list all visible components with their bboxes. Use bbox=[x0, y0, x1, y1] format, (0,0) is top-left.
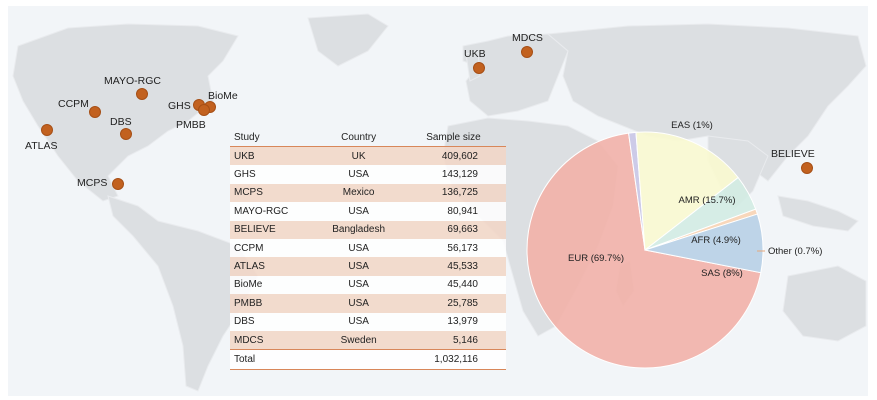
cell-study: BioMe bbox=[234, 279, 263, 291]
cell-country: USA bbox=[348, 316, 369, 328]
site-label-believe: BELIEVE bbox=[771, 148, 815, 160]
site-marker-ukb bbox=[473, 62, 485, 74]
site-marker-believe bbox=[801, 162, 813, 174]
pie-label-eas: EAS (1%) bbox=[671, 120, 713, 131]
table-row: BELIEVE Bangladesh 69,663 bbox=[230, 220, 506, 239]
site-marker-atlas bbox=[41, 124, 53, 136]
total-country bbox=[316, 349, 401, 370]
pie-slice-sas bbox=[644, 213, 764, 274]
pie-slice-amr bbox=[635, 131, 739, 251]
table-row: UKB UK 409,602 bbox=[230, 146, 506, 166]
cell-sample-size: 13,979 bbox=[447, 316, 478, 328]
pie-label-sas: SAS (8%) bbox=[701, 268, 743, 279]
cell-country: USA bbox=[348, 242, 369, 254]
cell-sample-size: 56,173 bbox=[447, 242, 478, 254]
table-row: MCPS Mexico 136,725 bbox=[230, 183, 506, 203]
pie-label-amr: AMR (15.7%) bbox=[678, 195, 735, 206]
cell-study: DBS bbox=[234, 316, 255, 328]
cell-study: CCPM bbox=[234, 242, 264, 254]
table-total-row: Total 1,032,116 bbox=[230, 349, 506, 370]
table-row: MAYO-RGC USA 80,941 bbox=[230, 202, 506, 221]
cell-sample-size: 409,602 bbox=[441, 150, 478, 162]
table-row: DBS USA 13,979 bbox=[230, 312, 506, 331]
site-label-atlas: ATLAS bbox=[25, 140, 58, 152]
header-sample-size: Sample size bbox=[400, 128, 506, 147]
cell-country: UK bbox=[351, 150, 366, 162]
header-study: Study bbox=[230, 128, 317, 147]
site-label-ukb: UKB bbox=[464, 48, 486, 60]
cell-sample-size: 80,941 bbox=[447, 205, 478, 217]
site-marker-mayo-rgc bbox=[136, 88, 148, 100]
total-sample-size: 1,032,116 bbox=[400, 349, 506, 370]
cell-study: MAYO-RGC bbox=[234, 205, 289, 217]
site-marker-mcps bbox=[112, 178, 124, 190]
cell-sample-size: 25,785 bbox=[447, 297, 478, 309]
cell-study: MDCS bbox=[234, 334, 264, 346]
cell-sample-size: 45,440 bbox=[447, 279, 478, 291]
cell-study: PMBB bbox=[234, 297, 263, 309]
cell-country: Sweden bbox=[340, 334, 377, 346]
site-label-mayo-rgc: MAYO-RGC bbox=[104, 75, 161, 87]
cell-sample-size: 69,663 bbox=[447, 224, 478, 236]
cell-country: USA bbox=[348, 297, 369, 309]
site-label-ccpm: CCPM bbox=[58, 98, 89, 110]
site-label-mcps: MCPS bbox=[77, 177, 108, 189]
table-row: GHS USA 143,129 bbox=[230, 165, 506, 184]
table-row: PMBB USA 25,785 bbox=[230, 294, 506, 313]
cell-study: BELIEVE bbox=[234, 224, 276, 236]
site-label-dbs: DBS bbox=[110, 116, 132, 128]
site-label-biome: BioMe bbox=[208, 90, 238, 102]
site-marker-ccpm bbox=[89, 106, 101, 118]
cell-country: USA bbox=[348, 205, 369, 217]
cell-sample-size: 45,533 bbox=[447, 261, 478, 273]
cell-study: UKB bbox=[234, 150, 255, 162]
pie-label-afr: AFR (4.9%) bbox=[691, 235, 741, 246]
table-row: BioMe USA 45,440 bbox=[230, 275, 506, 295]
cohort-table: Study Country Sample size UKB UK 409,602 GH… bbox=[230, 128, 506, 370]
pie-label-other: Other (0.7%) bbox=[768, 246, 822, 257]
cell-country: Bangladesh bbox=[332, 224, 386, 236]
cell-study: MCPS bbox=[234, 187, 263, 199]
table-header-row: Study Country Sample size bbox=[230, 128, 506, 147]
site-label-ghs: GHS bbox=[168, 100, 191, 112]
cell-country: USA bbox=[348, 279, 369, 291]
pie-label-eur: EUR (69.7%) bbox=[568, 253, 624, 264]
pie-slice-eur bbox=[526, 132, 762, 369]
cell-country: USA bbox=[348, 169, 369, 181]
table-row: MDCS Sweden 5,146 bbox=[230, 330, 506, 350]
cell-study: ATLAS bbox=[234, 261, 265, 273]
site-label-mdcs: MDCS bbox=[512, 32, 543, 44]
total-label: Total bbox=[230, 349, 317, 370]
cell-sample-size: 136,725 bbox=[441, 187, 478, 199]
table-row: CCPM USA 56,173 bbox=[230, 238, 506, 258]
site-marker-mdcs bbox=[521, 46, 533, 58]
cell-country: USA bbox=[348, 261, 369, 273]
header-country: Country bbox=[316, 128, 401, 147]
cell-country: Mexico bbox=[342, 187, 375, 199]
site-marker-pmbb bbox=[198, 104, 210, 116]
cell-study: GHS bbox=[234, 169, 256, 181]
table-row: ATLAS USA 45,533 bbox=[230, 257, 506, 276]
cell-sample-size: 5,146 bbox=[452, 334, 478, 346]
site-marker-dbs bbox=[120, 128, 132, 140]
cell-sample-size: 143,129 bbox=[441, 169, 478, 181]
site-label-pmbb: PMBB bbox=[176, 119, 206, 131]
